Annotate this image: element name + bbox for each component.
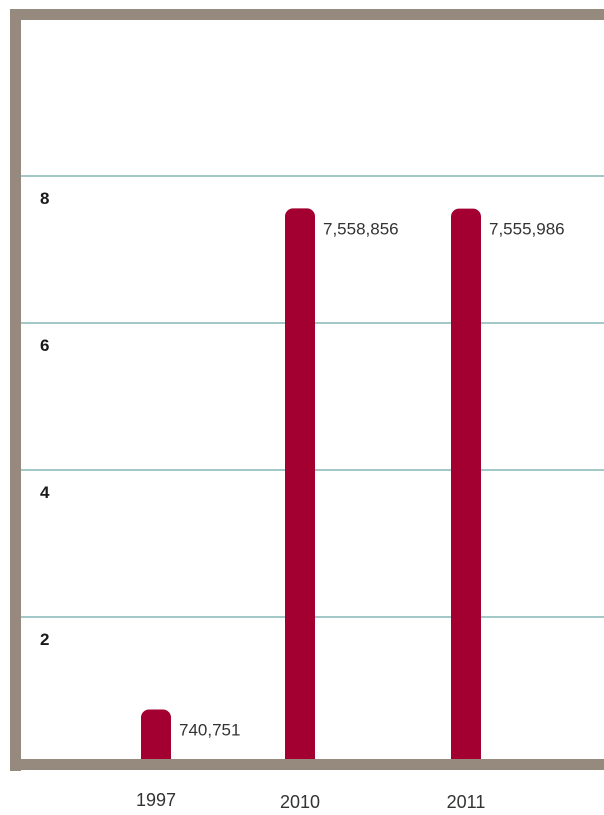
bar-2010: [285, 208, 315, 769]
chart-frame: [10, 9, 604, 771]
category-labels: 1997 2010 2011: [136, 790, 485, 812]
x-category-label-2011: 2011: [447, 792, 486, 812]
y-tick-label-8: 8: [40, 189, 49, 208]
y-tick-label-6: 6: [40, 336, 49, 355]
bars: [141, 208, 481, 769]
data-labels: 740,751 7,558,856 7,555,986: [179, 219, 565, 739]
x-category-label-2010: 2010: [280, 792, 320, 812]
x-category-label-1997: 1997: [136, 790, 176, 810]
y-tick-label-2: 2: [40, 630, 49, 649]
data-label-2011: 7,555,986: [489, 220, 565, 239]
y-tick-label-4: 4: [40, 483, 50, 502]
y-tick-labels: 2 4 6 8: [40, 189, 50, 649]
frame-left-border: [10, 9, 21, 771]
bar-1997: [141, 709, 171, 768]
bar-2011: [451, 208, 481, 769]
frame-top-border: [10, 9, 604, 20]
frame-bottom-border: [10, 759, 604, 770]
data-label-1997: 740,751: [179, 721, 240, 740]
data-label-2010: 7,558,856: [323, 219, 399, 238]
